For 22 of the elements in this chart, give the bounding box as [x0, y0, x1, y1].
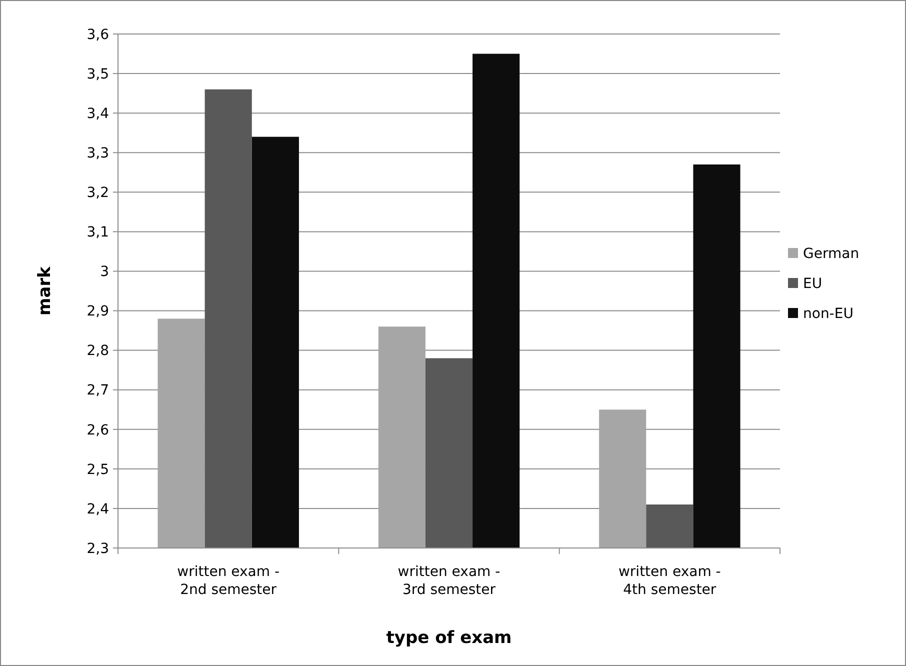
x-tick-label: written exam - 4th semester — [618, 564, 721, 598]
y-tick-label: 2,9 — [86, 304, 109, 320]
y-tick-label: 3,6 — [86, 26, 110, 43]
legend-label: German — [803, 246, 860, 262]
legend-label: EU — [803, 276, 822, 292]
y-tick-label: 2,6 — [86, 422, 110, 438]
y-tick-label: 2,8 — [86, 343, 109, 360]
y-tick-label: 2,3 — [86, 540, 109, 557]
x-axis-title: type of exam — [386, 628, 512, 648]
y-tick-label: 3,4 — [86, 106, 110, 122]
y-tick-label: 3,3 — [86, 146, 109, 162]
y-tick-label: 2,7 — [86, 382, 109, 399]
x-tick-label: written exam - 3rd semester — [398, 564, 500, 598]
x-tick-label: written exam - 2nd semester — [177, 564, 280, 598]
y-tick-label: 3,1 — [86, 224, 109, 241]
y-tick-label: 3 — [100, 264, 109, 280]
y-tick-label: 3,5 — [86, 66, 109, 82]
legend-label: non-EU — [803, 306, 854, 322]
y-tick-label: 3,2 — [86, 185, 109, 202]
y-tick-label: 2,4 — [86, 501, 110, 518]
y-tick-label: 2,5 — [86, 462, 109, 478]
y-axis-title: mark — [35, 266, 55, 316]
